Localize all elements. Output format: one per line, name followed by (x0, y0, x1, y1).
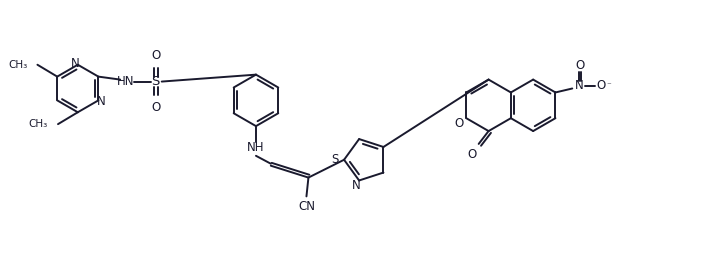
Text: NH: NH (247, 141, 265, 155)
Text: S: S (151, 75, 160, 88)
Text: O: O (597, 79, 606, 92)
Text: N: N (575, 79, 583, 92)
Text: N: N (71, 57, 79, 70)
Text: O: O (151, 49, 161, 62)
Text: O: O (467, 148, 477, 161)
Text: ⁻: ⁻ (606, 81, 611, 90)
Text: N: N (352, 179, 360, 192)
Text: O: O (576, 59, 585, 72)
Text: HN: HN (117, 75, 135, 88)
Text: O: O (455, 117, 464, 130)
Text: N: N (97, 95, 106, 108)
Text: CN: CN (298, 200, 315, 213)
Text: O: O (151, 101, 161, 114)
Text: CH₃: CH₃ (8, 60, 27, 70)
Text: S: S (331, 153, 338, 166)
Text: CH₃: CH₃ (29, 119, 48, 129)
